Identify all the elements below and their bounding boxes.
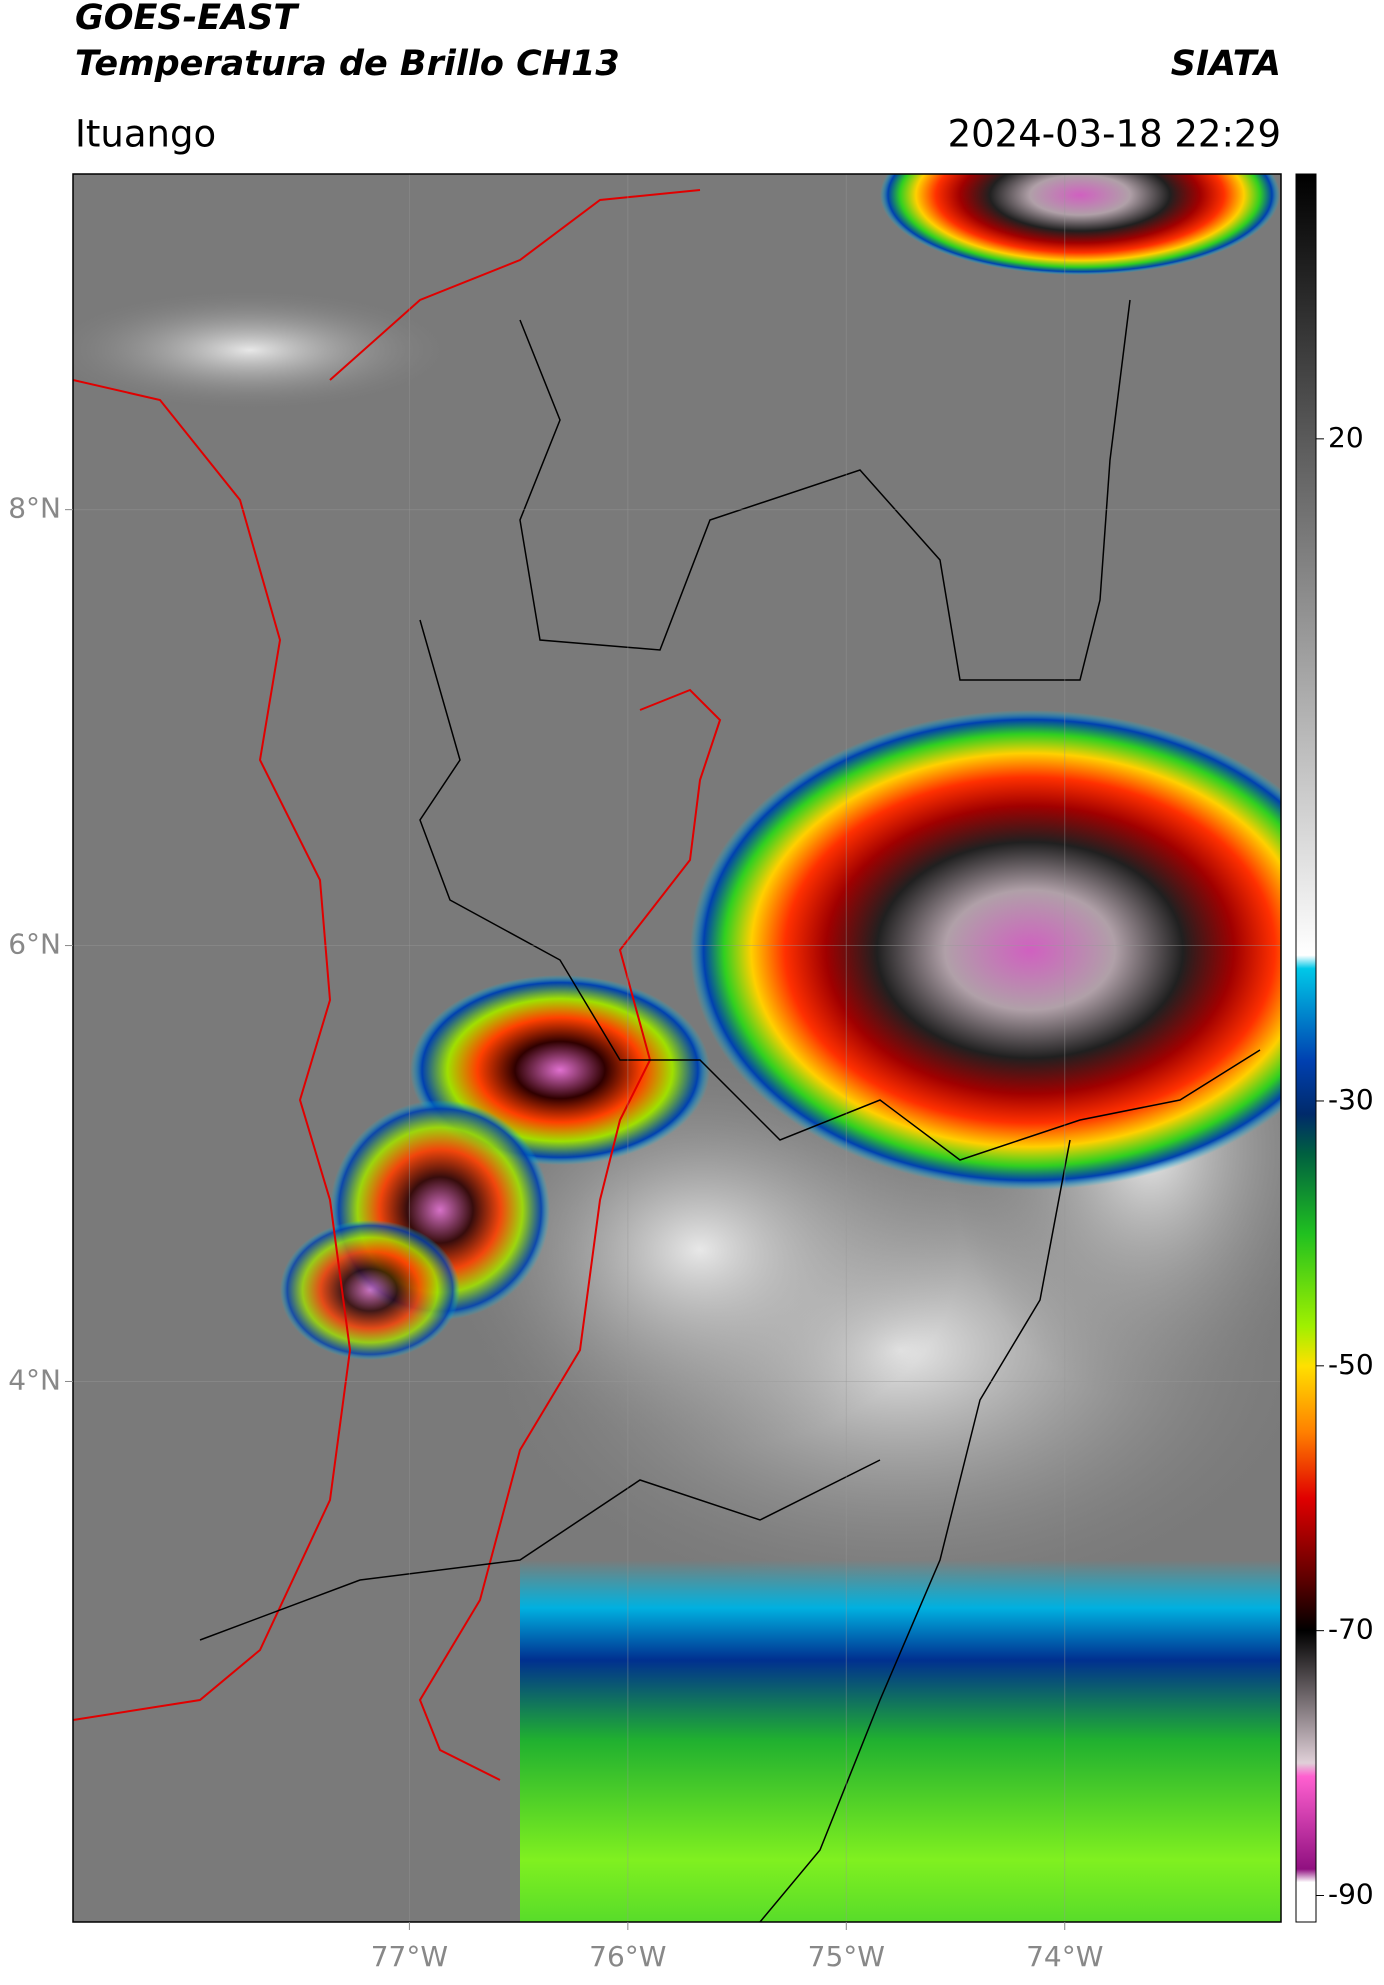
colorbar	[1295, 173, 1317, 1923]
colorbar-tick-label: 20	[1328, 421, 1364, 454]
title: GOES-EAST	[75, 0, 300, 38]
colorbar-tick-label: -30	[1328, 1083, 1374, 1116]
subtitle: Temperatura de Brillo CH13	[75, 44, 620, 84]
x-tick-label: 77°W	[371, 1940, 448, 1973]
x-tick-label: 74°W	[1026, 1940, 1103, 1973]
x-tick-label: 75°W	[808, 1940, 885, 1973]
source: SIATA	[1171, 44, 1281, 84]
x-tick-label: 76°W	[589, 1940, 666, 1973]
colorbar-tick-label: -70	[1328, 1613, 1374, 1646]
colorbar-tick-label: -50	[1328, 1348, 1374, 1381]
map-frame	[72, 173, 1282, 1923]
region: Ituango	[75, 113, 216, 156]
datetime: 2024-03-18 22:29	[948, 113, 1281, 156]
colorbar-tick-label: -90	[1328, 1878, 1374, 1911]
y-tick-label: 8°N	[8, 492, 61, 525]
y-tick-label: 6°N	[8, 928, 61, 961]
satellite-image	[73, 174, 1281, 1922]
y-tick-label: 4°N	[8, 1363, 61, 1396]
graticule	[73, 174, 1281, 1922]
